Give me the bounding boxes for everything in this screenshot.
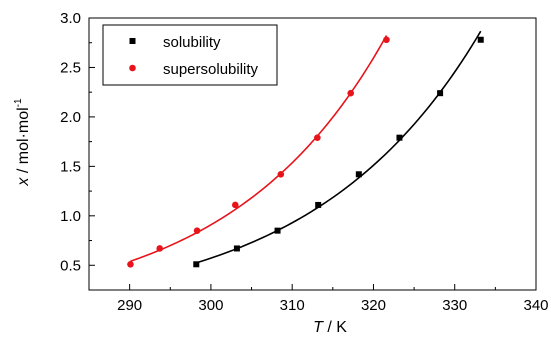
legend-marker-supersolubility — [129, 64, 136, 72]
plot-border — [88, 17, 537, 291]
data-point-solubility — [396, 134, 403, 141]
data-point-supersolubility — [314, 134, 321, 141]
legend-marker-solubility — [129, 38, 136, 44]
data-point-supersolubility — [347, 89, 354, 97]
x-tick-label: 310 — [280, 297, 305, 314]
data-point-solubility — [315, 201, 322, 208]
y-tick-label: 2.0 — [60, 109, 81, 126]
data-point-supersolubility — [127, 260, 134, 268]
legend-label-supersolubility: supersolubility — [163, 61, 259, 78]
data-point-solubility — [355, 171, 362, 178]
y-tick-label: 1.5 — [60, 158, 81, 175]
fit-curve-solubility — [196, 30, 482, 264]
data-point-solubility — [437, 90, 444, 97]
data-point-supersolubility — [277, 170, 285, 178]
data-point-solubility — [477, 36, 484, 43]
y-axis-label: x / mol·mol-1 — [13, 98, 32, 187]
data-point-solubility — [233, 245, 240, 252]
fit-curve-supersolubility — [130, 35, 388, 262]
x-axis-label: T / K — [313, 319, 347, 336]
y-tick-label: 2.5 — [60, 59, 81, 76]
legend-label-solubility: solubility — [163, 34, 221, 51]
y-axis-ticks: 0.5 1.0 1.5 2.0 2.5 3.0 — [60, 10, 95, 291]
data-point-solubility — [193, 261, 200, 268]
x-tick-label: 320 — [361, 297, 386, 314]
data-point-solubility — [274, 227, 281, 234]
y-tick-label: 0.5 — [60, 257, 81, 274]
legend: solubility supersolubility — [102, 24, 278, 86]
x-tick-label: 340 — [523, 297, 548, 314]
data-point-supersolubility — [193, 227, 201, 234]
data-point-supersolubility — [156, 245, 164, 252]
y-tick-label: 1.0 — [60, 208, 81, 225]
data-points — [127, 36, 484, 268]
x-tick-label: 300 — [198, 297, 223, 314]
x-axis-ticks: 290 300 310 320 330 340 — [88, 284, 549, 314]
data-point-supersolubility — [383, 36, 390, 44]
data-point-supersolubility — [231, 201, 239, 209]
x-tick-label: 330 — [442, 297, 467, 314]
y-tick-label: 3.0 — [60, 10, 81, 27]
x-tick-label: 290 — [117, 297, 142, 314]
legend-box — [102, 24, 278, 86]
fit-curves — [130, 30, 482, 264]
plot-frame — [88, 17, 537, 291]
